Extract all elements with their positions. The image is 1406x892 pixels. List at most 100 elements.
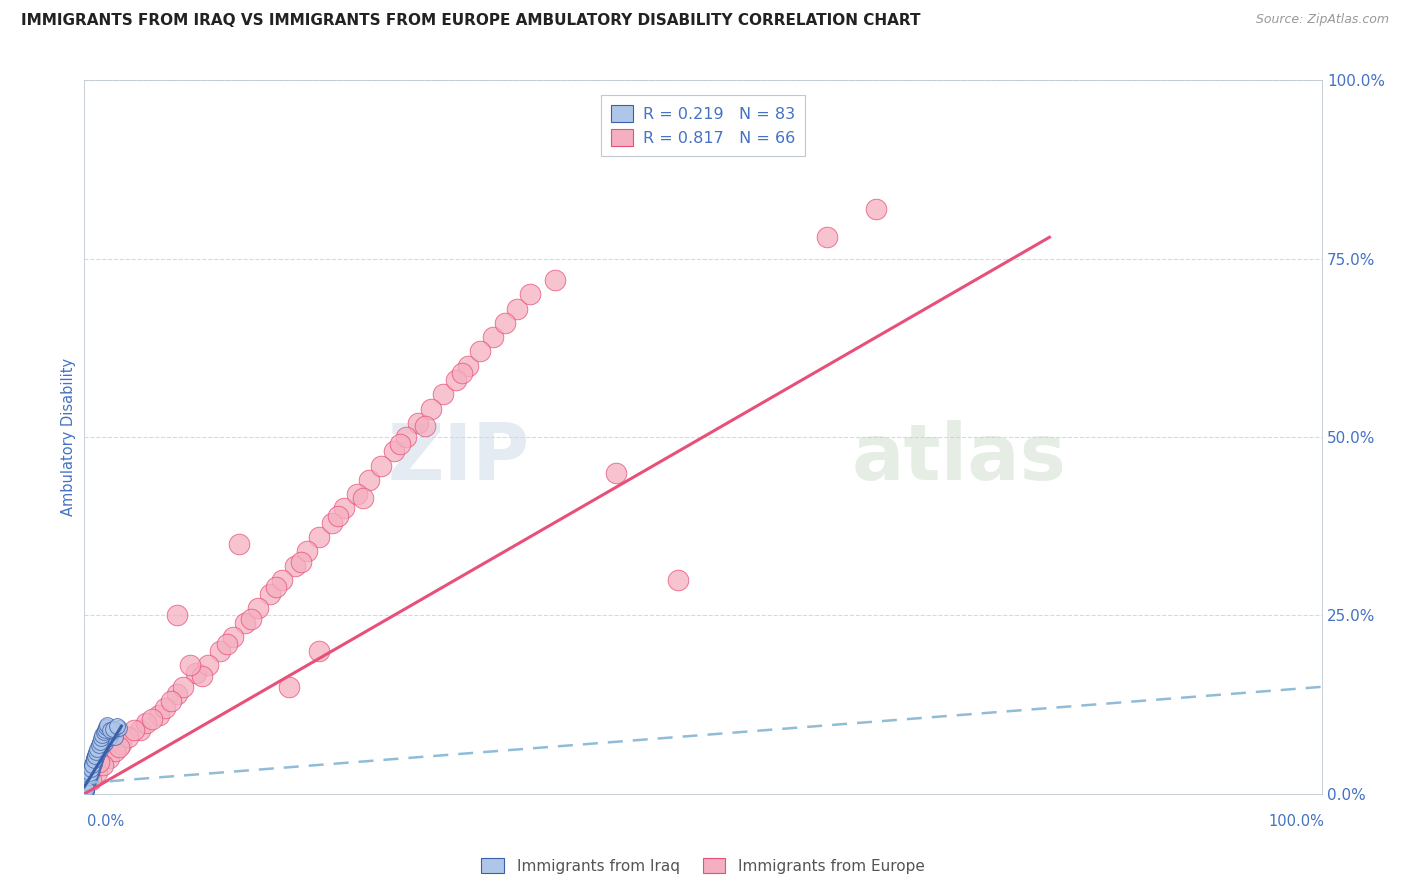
Point (470, 344, 492, 359)
Point (246, 601, 269, 615)
Point (444, 373, 467, 387)
Point (450, 366, 472, 380)
Text: atlas: atlas (852, 420, 1066, 497)
Point (94, 720, 117, 734)
Point (94, 728, 117, 742)
Point (506, 301, 529, 316)
Point (94, 735, 117, 749)
Text: 100.0%: 100.0% (1268, 814, 1324, 830)
Point (166, 608, 188, 623)
Point (84, 749, 107, 764)
Text: Source: ZipAtlas.com: Source: ZipAtlas.com (1256, 13, 1389, 27)
Point (77, 774, 100, 789)
Point (76, 777, 98, 791)
Point (108, 721, 131, 735)
Point (96, 717, 118, 731)
Point (166, 687, 188, 701)
Point (79, 768, 101, 782)
Point (481, 330, 503, 344)
Point (104, 744, 127, 758)
Point (91, 728, 114, 742)
Point (96, 730, 118, 744)
Point (179, 658, 201, 673)
Point (79, 772, 101, 787)
Point (141, 712, 163, 726)
Point (104, 730, 127, 744)
Point (77, 772, 100, 787)
Point (83, 756, 105, 771)
Point (80, 758, 103, 772)
Point (101, 722, 124, 736)
Point (264, 580, 287, 594)
Point (666, 573, 689, 587)
Point (83, 749, 105, 764)
Point (277, 680, 299, 694)
Point (77, 769, 100, 783)
Point (77, 775, 100, 789)
Point (98, 723, 121, 738)
Point (148, 708, 170, 723)
Point (90, 731, 112, 745)
Legend: Immigrants from Iraq, Immigrants from Europe: Immigrants from Iraq, Immigrants from Eu… (475, 852, 931, 880)
Point (83, 753, 105, 767)
Point (87, 738, 110, 752)
Point (419, 401, 441, 416)
Point (191, 669, 214, 683)
Point (321, 516, 343, 530)
Point (86, 746, 108, 760)
Point (75, 781, 97, 796)
Point (110, 737, 132, 751)
Point (83, 754, 105, 768)
Point (382, 444, 405, 458)
Point (184, 665, 207, 680)
Point (89, 755, 111, 769)
Point (93, 724, 115, 739)
Point (80, 762, 103, 776)
Point (346, 487, 368, 501)
Point (90, 737, 112, 751)
Point (75, 780, 97, 794)
Point (326, 508, 349, 523)
Point (222, 630, 245, 644)
Point (89, 742, 111, 756)
Point (87, 746, 110, 760)
Point (80, 760, 103, 774)
Point (271, 573, 294, 587)
Point (98, 751, 121, 765)
Point (290, 555, 312, 569)
Point (122, 723, 145, 737)
Point (89, 735, 111, 749)
Point (284, 558, 307, 573)
Point (90, 737, 112, 751)
Point (80, 763, 103, 777)
Point (457, 359, 479, 373)
Point (160, 694, 183, 708)
Point (91, 731, 114, 746)
Point (76, 774, 98, 789)
Point (228, 537, 250, 551)
Point (153, 701, 176, 715)
Point (413, 419, 436, 434)
Point (82, 757, 104, 772)
Point (84, 745, 107, 759)
Point (84, 747, 107, 762)
Point (388, 437, 411, 451)
Point (108, 740, 131, 755)
Legend: R = 0.219   N = 83, R = 0.817   N = 66: R = 0.219 N = 83, R = 0.817 N = 66 (602, 95, 804, 156)
Point (82, 755, 104, 769)
Point (135, 715, 157, 730)
Point (94, 723, 117, 737)
Text: ZIP: ZIP (388, 420, 530, 497)
Point (83, 751, 105, 765)
Point (100, 724, 122, 739)
Point (408, 416, 430, 430)
Point (82, 756, 104, 770)
Point (89, 735, 111, 749)
Point (79, 766, 101, 780)
Point (89, 741, 111, 756)
Point (815, 230, 838, 244)
Point (77, 771, 100, 785)
Point (87, 742, 110, 756)
Point (91, 739, 114, 753)
Point (82, 758, 104, 772)
